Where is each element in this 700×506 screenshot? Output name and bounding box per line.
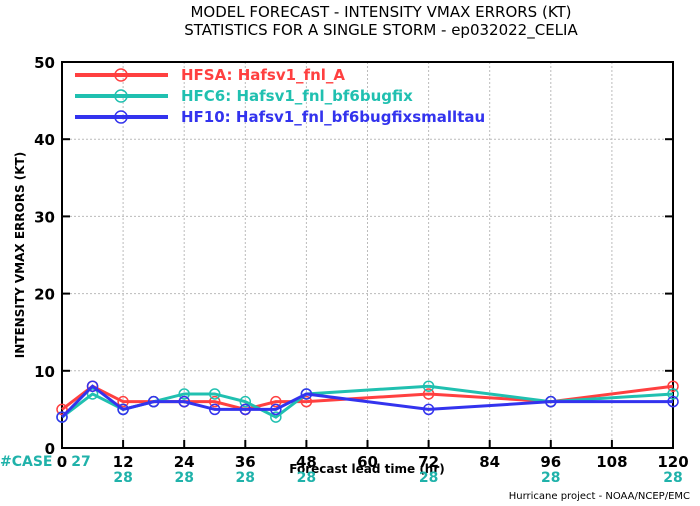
case-count: 28: [419, 470, 438, 486]
data-point: [117, 403, 129, 416]
y-tick-label: 20: [34, 286, 55, 304]
case-count: 28: [174, 470, 193, 486]
x-tick-label: 84: [479, 453, 500, 471]
data-point: [270, 403, 282, 416]
series-layer: [56, 380, 679, 423]
cases-label: #CASE: [0, 454, 53, 470]
data-point: [239, 395, 252, 408]
data-point: [178, 395, 190, 408]
legend-label: HFSA: Hafsv1_fnl_A: [181, 66, 345, 84]
chart-title-line2: STATISTICS FOR A SINGLE STORM - ep032022…: [184, 21, 578, 40]
x-axis-label: Forecast lead time (hr): [289, 462, 445, 476]
legend-label: HF10: Hafsv1_fnl_bf6bugfixsmalltau: [181, 108, 485, 126]
y-tick-label: 30: [34, 208, 55, 226]
legend-swatch-marker: [114, 68, 128, 82]
data-point: [86, 380, 99, 392]
data-point: [422, 403, 435, 416]
case-counts: 27 28 28 28 28 28 28 28: [71, 454, 682, 486]
data-point: [209, 403, 221, 416]
grid-layer: [62, 62, 673, 448]
data-point: [209, 395, 221, 408]
data-point: [300, 395, 313, 408]
data-point: [56, 411, 68, 423]
y-tick-label: 10: [34, 363, 55, 381]
y-tick-label: 40: [34, 131, 55, 149]
x-tick-label: 0: [57, 453, 67, 471]
data-point: [667, 380, 679, 392]
data-point: [56, 403, 68, 416]
legend: HFSA: Hafsv1_fnl_A HFC6: Hafsv1_fnl_bf6bu…: [75, 66, 485, 126]
y-tick-label: 0: [45, 440, 55, 458]
data-point: [545, 395, 557, 408]
credit-text: Hurricane project - NOAA/NCEP/EMC: [509, 491, 690, 502]
chart-title-line1: MODEL FORECAST - INTENSITY VMAX ERRORS (…: [190, 3, 571, 21]
data-point: [270, 411, 282, 423]
x-tick-label: 36: [235, 453, 256, 471]
data-point: [422, 388, 435, 400]
x-tick-label: 48: [296, 453, 317, 471]
case-count: 28: [297, 470, 316, 486]
case-count: 28: [113, 470, 132, 486]
series-3: [56, 380, 679, 423]
y-axis-label: INTENSITY VMAX ERRORS (KT): [13, 152, 27, 358]
legend-label: HFC6: Hafsv1_fnl_bf6bugfix: [181, 87, 413, 105]
x-tick-label: 120: [657, 453, 688, 471]
x-tick-label: 60: [357, 453, 378, 471]
data-point: [667, 395, 679, 408]
legend-swatch-marker: [114, 89, 128, 103]
data-point: [300, 388, 313, 400]
case-count: 28: [663, 470, 682, 486]
x-tick-label: 108: [596, 453, 627, 471]
series-line: [60, 384, 673, 419]
data-point: [86, 388, 99, 400]
case-count: 28: [541, 470, 560, 486]
data-point: [147, 395, 160, 408]
data-point: [422, 380, 435, 392]
data-point: [178, 388, 190, 400]
case-count: 27: [71, 454, 90, 470]
case-count: 28: [236, 470, 255, 486]
ticks-layer: 0 10 20 30 40 50 0 12 24 36 48 60 72 84 96 108 120: [34, 54, 689, 471]
legend-swatch-marker: [114, 110, 128, 124]
y-tick-label: 50: [34, 54, 55, 72]
data-point: [209, 388, 221, 400]
x-tick-label: 12: [113, 453, 134, 471]
data-point: [239, 403, 252, 416]
x-tick-label: 24: [174, 453, 195, 471]
data-point: [667, 388, 679, 400]
data-point: [270, 395, 282, 408]
data-point: [117, 395, 129, 408]
x-tick-label: 72: [418, 453, 439, 471]
x-tick-label: 96: [540, 453, 561, 471]
